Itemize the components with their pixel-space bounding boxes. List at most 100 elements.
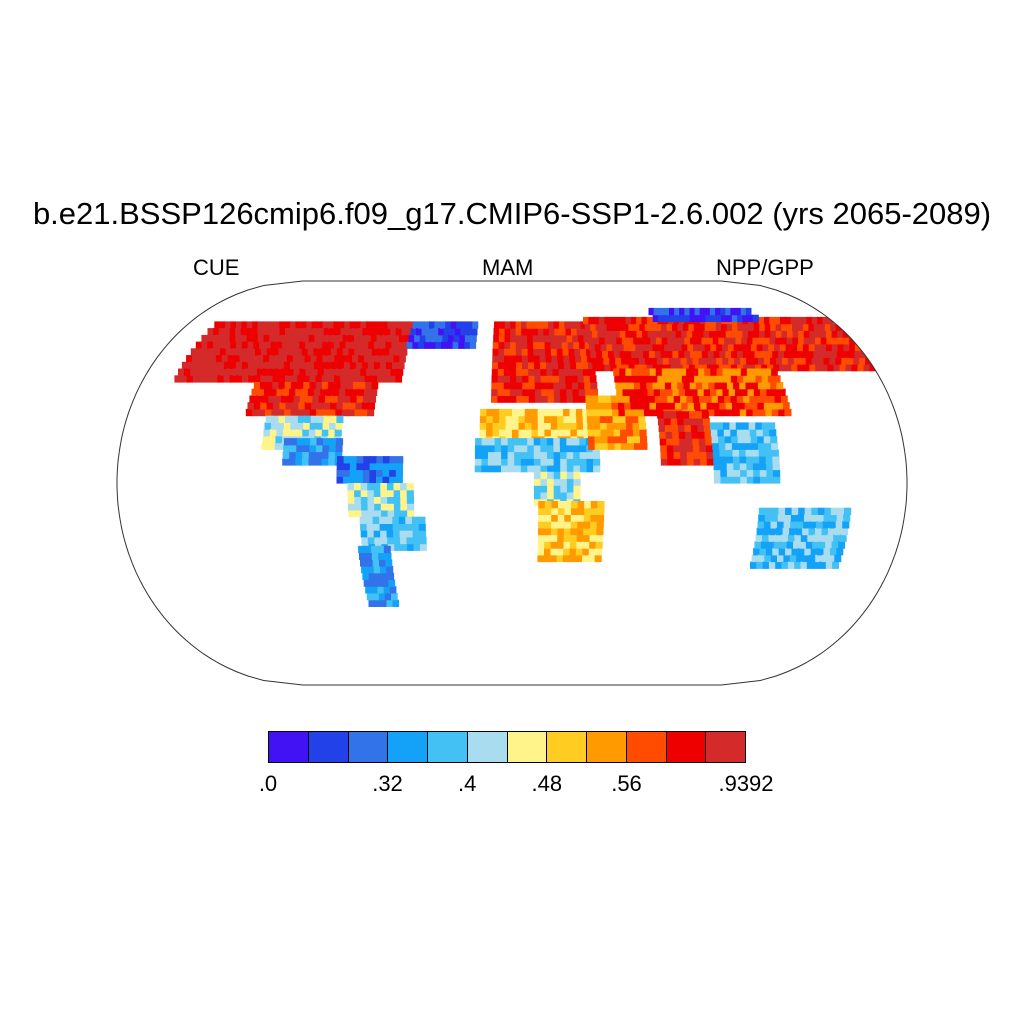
map-cell-central-africa xyxy=(560,492,568,500)
map-cell-central-asia xyxy=(614,375,621,383)
map-cell-southeast-asia xyxy=(719,449,727,457)
map-cell-north-america-north xyxy=(376,334,383,343)
map-cell-north-america-south xyxy=(334,429,342,437)
map-cell-north-america-mid xyxy=(330,402,337,410)
map-cell-middle-east xyxy=(598,395,605,403)
map-cell-north-america-north xyxy=(357,328,364,336)
map-cell-amazon xyxy=(400,496,408,504)
map-cell-sahel xyxy=(520,465,528,473)
map-cell-north-america-north xyxy=(269,334,276,343)
map-cell-sahara xyxy=(479,422,487,430)
map-cell-europe xyxy=(528,375,536,383)
map-cell-central-africa xyxy=(547,492,555,500)
map-cell-europe xyxy=(533,341,540,349)
map-cell-north-america-mid xyxy=(303,408,311,417)
map-cell-southern-africa xyxy=(583,534,591,542)
map-cell-south-america-north xyxy=(343,462,351,471)
map-cell-south-america-mid xyxy=(418,516,426,524)
map-cell-south-america-south xyxy=(391,593,398,601)
map-cell-north-america-mid xyxy=(349,402,356,410)
map-cell-central-asia xyxy=(739,382,747,390)
colorbar-bin xyxy=(626,732,667,762)
map-cell-australia xyxy=(812,541,820,549)
map-cell-southeast-asia xyxy=(748,422,756,430)
map-cell-siberia xyxy=(809,330,816,338)
map-cell-north-america-north xyxy=(237,348,244,356)
map-cell-southeast-asia xyxy=(718,435,726,444)
map-cell-siberia xyxy=(798,337,805,345)
map-cell-europe xyxy=(510,368,517,376)
map-cell-siberia xyxy=(720,330,727,338)
map-cell-north-america-north xyxy=(295,348,303,356)
map-cell-north-america-north xyxy=(384,368,392,376)
map-cell-siberia xyxy=(750,343,758,352)
map-cell-north-america-north xyxy=(243,348,250,356)
map-cell-north-america-south xyxy=(290,422,298,430)
map-cell-south-america-south xyxy=(377,545,385,554)
map-cell-north-america-north xyxy=(314,334,321,343)
map-cell-central-america xyxy=(302,444,310,453)
map-cell-north-america-north xyxy=(334,375,341,383)
map-cell-south-america-north xyxy=(389,469,397,477)
map-cell-india xyxy=(706,451,714,459)
map-cell-north-america-north xyxy=(355,321,361,329)
map-cell-arctic-asia xyxy=(699,307,706,316)
map-cell-siberia xyxy=(646,364,654,372)
map-cell-australia xyxy=(781,534,789,542)
map-cell-sahel xyxy=(547,451,555,459)
map-cell-europe xyxy=(510,328,517,336)
map-cell-siberia xyxy=(604,364,611,372)
map-cell-north-america-north xyxy=(235,334,242,343)
map-cell-europe xyxy=(540,361,547,370)
map-cell-siberia xyxy=(741,337,748,345)
map-cell-siberia xyxy=(590,323,597,331)
map-cell-siberia xyxy=(790,316,797,325)
map-cell-siberia xyxy=(758,337,765,345)
map-cell-siberia xyxy=(806,316,813,325)
map-cell-australia xyxy=(780,541,788,549)
map-cell-europe xyxy=(527,355,535,363)
map-cell-siberia xyxy=(824,323,831,331)
map-cell-central-asia xyxy=(693,402,701,410)
map-cell-central-africa xyxy=(533,471,542,480)
map-cell-siberia xyxy=(616,364,624,372)
map-cell-sahel xyxy=(520,444,528,453)
map-cell-central-asia xyxy=(724,375,732,383)
map-cell-siberia xyxy=(617,323,624,331)
map-cell-north-america-north xyxy=(313,361,321,370)
map-cell-north-america-north xyxy=(246,334,253,343)
map-cell-sahel xyxy=(540,465,548,473)
map-cell-central-asia xyxy=(733,382,740,390)
map-cell-north-america-mid xyxy=(274,395,282,403)
map-cell-central-asia xyxy=(660,388,667,396)
map-cell-north-america-north xyxy=(225,321,232,329)
map-cell-north-america-north xyxy=(293,341,300,349)
map-cell-europe xyxy=(579,395,587,403)
map-cell-north-america-north xyxy=(358,355,365,363)
map-cell-north-america-north xyxy=(392,321,399,329)
map-cell-siberia xyxy=(650,357,658,365)
map-cell-north-america-north xyxy=(283,361,291,370)
map-cell-central-asia xyxy=(744,402,752,410)
map-cell-north-america-north xyxy=(316,341,323,349)
map-cell-siberia xyxy=(837,337,845,345)
map-cell-arctic-asia xyxy=(752,314,759,322)
map-cell-siberia xyxy=(656,357,664,365)
map-cell-north-america-south xyxy=(322,422,330,430)
map-cell-north-america-north xyxy=(213,328,220,336)
map-cell-india xyxy=(700,458,708,466)
map-cell-central-asia xyxy=(751,382,759,390)
map-cell-siberia xyxy=(736,330,743,338)
map-cell-siberia xyxy=(662,357,670,365)
map-cell-siberia xyxy=(759,323,766,331)
map-cell-siberia xyxy=(772,350,779,358)
map-cell-south-america-mid xyxy=(419,543,427,551)
map-cell-central-america xyxy=(302,451,310,459)
map-cell-europe xyxy=(579,341,586,349)
map-cell-india xyxy=(702,417,710,426)
map-cell-siberia xyxy=(832,337,839,345)
map-cell-north-america-mid xyxy=(245,408,253,417)
map-cell-south-america-mid xyxy=(419,536,427,545)
map-cell-north-america-mid xyxy=(260,402,268,410)
map-cell-siberia xyxy=(592,364,599,372)
